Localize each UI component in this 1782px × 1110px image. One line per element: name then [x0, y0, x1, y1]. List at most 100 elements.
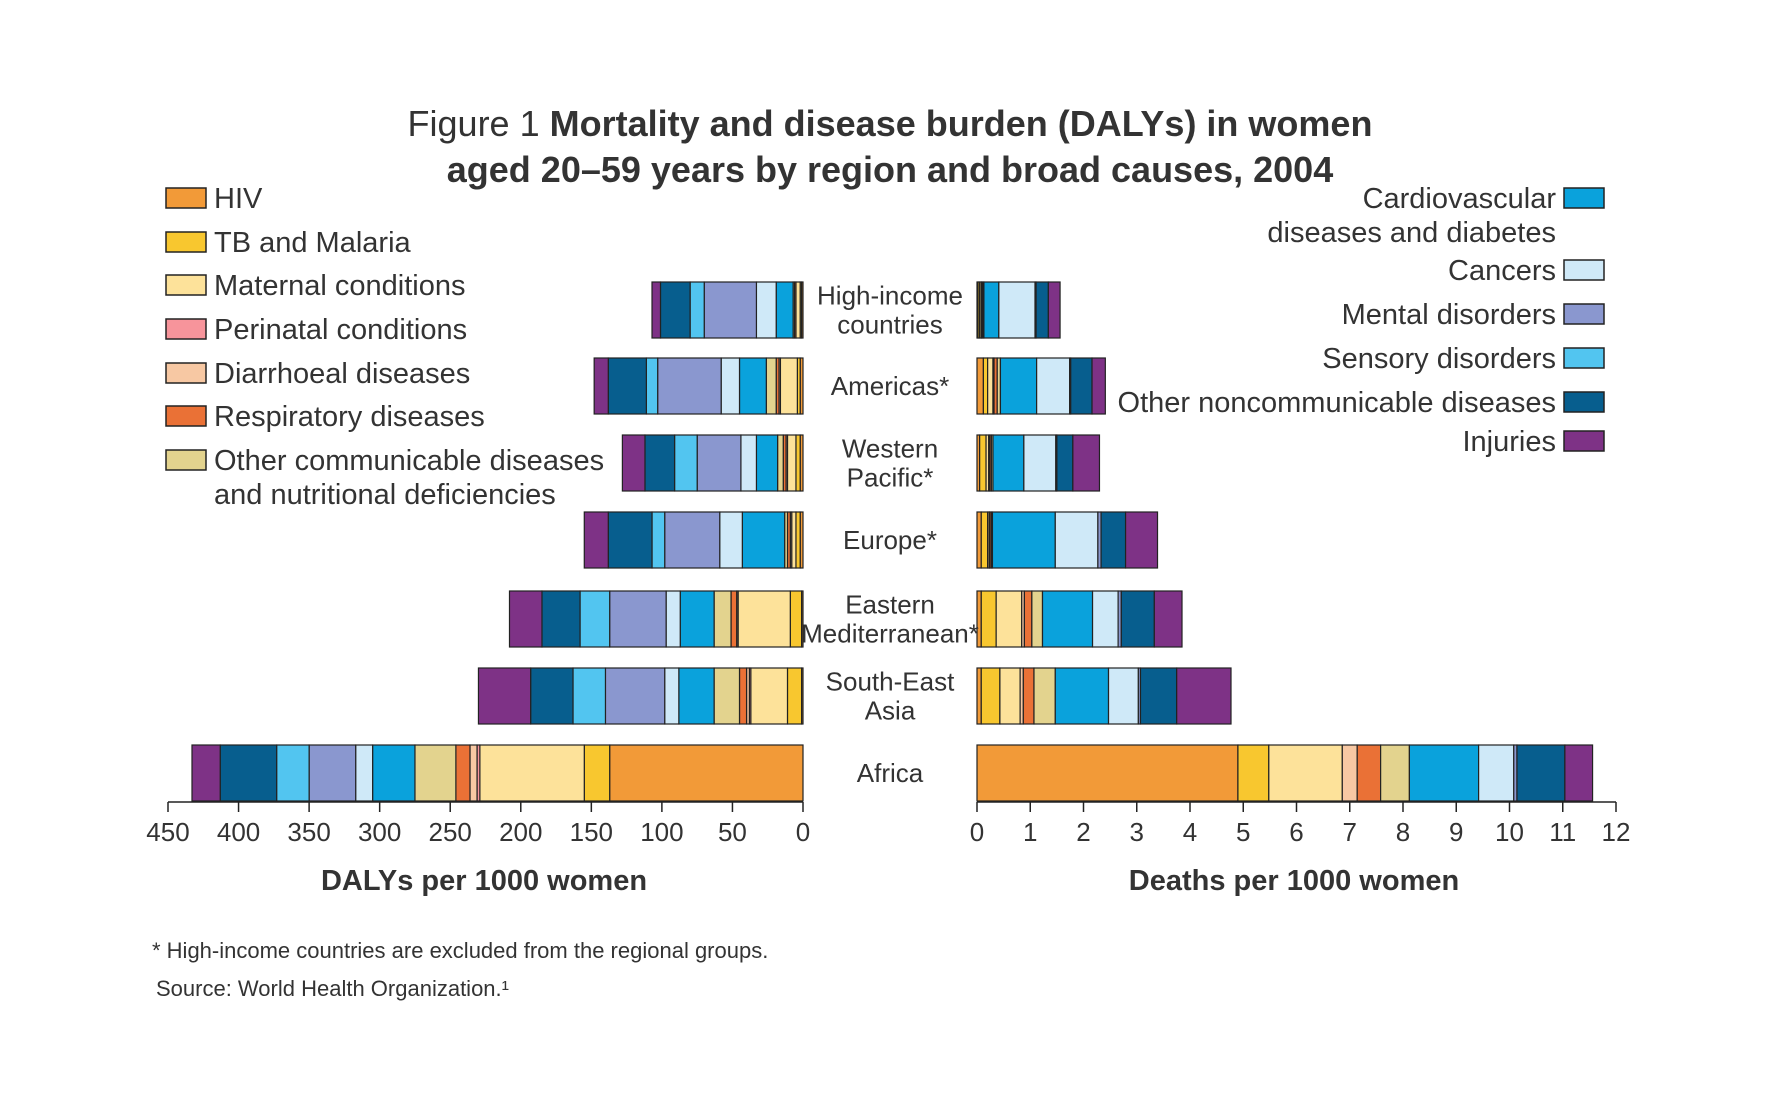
deaths-bar-europe-cardiovascular-diseases-and-diabetes: [991, 511, 1056, 569]
region-label-eastern-mediterranean: Eastern Mediterranean*: [801, 590, 979, 649]
dalys-bar-south-east-asia-sensory-disorders: [572, 667, 607, 725]
deaths-bar-americas-cardiovascular-diseases-and-diabetes: [999, 357, 1038, 415]
dalys-bar-eastern-mediterranean-respiratory-diseases: [730, 590, 738, 648]
deaths-bar-western-pacific-cancers: [1023, 434, 1057, 492]
tick-label: 11: [1549, 817, 1576, 847]
dalys-bar-south-east-asia-injuries: [477, 667, 532, 725]
tick-label: 250: [429, 817, 472, 847]
dalys-bar-high-income-countries-cancers: [755, 281, 777, 339]
tick-label: 8: [1396, 817, 1410, 847]
legend-item-other-noncommunicable-diseases: Other noncommunicable diseases: [1118, 387, 1605, 419]
region-label-south-east-asia: South-East Asia: [826, 667, 955, 726]
deaths-bar-south-east-asia-respiratory-diseases: [1022, 667, 1035, 725]
dalys-bar-africa-other-communicable-diseases-and-nutritional-deficiencies: [414, 744, 457, 802]
dalys-bar-western-pacific-cardiovascular-diseases-and-diabetes: [755, 434, 779, 492]
legend-label: Sensory disorders: [1322, 343, 1556, 375]
legend-item-cancers: Cancers: [1448, 255, 1605, 287]
dalys-bar-eastern-mediterranean-other-noncommunicable-diseases: [541, 590, 581, 648]
legend-swatch: [165, 187, 207, 209]
legend-item-respiratory-diseases: Respiratory diseases: [165, 401, 485, 433]
deaths-bar-high-income-countries-injuries: [1047, 281, 1061, 339]
dalys-bar-americas-other-noncommunicable-diseases: [607, 357, 647, 415]
dalys-bar-high-income-countries-maternal-conditions: [795, 281, 801, 339]
legend-label: Injuries: [1463, 426, 1557, 458]
deaths-bar-eastern-mediterranean-injuries: [1153, 590, 1183, 648]
deaths-bar-eastern-mediterranean-cancers: [1091, 590, 1119, 648]
dalys-bar-europe-cardiovascular-diseases-and-diabetes: [741, 511, 786, 569]
legend-swatch: [165, 405, 207, 427]
dalys-bar-europe-injuries: [583, 511, 609, 569]
deaths-bar-europe-hiv: [976, 511, 982, 569]
deaths-bar-europe-injuries: [1124, 511, 1159, 569]
dalys-bar-africa-respiratory-diseases: [455, 744, 471, 802]
dalys-bar-americas-injuries: [593, 357, 609, 415]
title-line2: aged 20–59 years by region and broad cau…: [447, 149, 1333, 190]
deaths-bar-eastern-mediterranean-cardiovascular-diseases-and-diabetes: [1041, 590, 1094, 648]
dalys-bar-eastern-mediterranean-sensory-disorders: [579, 590, 611, 648]
legend-swatch: [165, 318, 207, 340]
deaths-bar-americas-cancers: [1036, 357, 1071, 415]
dalys-bar-europe-maternal-conditions: [791, 511, 797, 569]
legend-label: Cardiovascular diseases and diabetes: [1267, 183, 1556, 249]
legend-label: Diarrhoeal diseases: [214, 358, 470, 390]
dalys-bar-high-income-countries-cardiovascular-diseases-and-diabetes: [775, 281, 794, 339]
dalys-bar-americas-cancers: [720, 357, 741, 415]
region-labels: High-income countries Americas* Western Paci…: [801, 281, 979, 789]
chart-title: Figure 1 Mortality and disease burden (D…: [408, 103, 1373, 144]
dalys-bar-south-east-asia-mental-disorders: [604, 667, 666, 725]
legend-label: Perinatal conditions: [214, 314, 467, 346]
dalys-bar-south-east-asia-cardiovascular-diseases-and-diabetes: [678, 667, 715, 725]
dalys-bar-high-income-countries-sensory-disorders: [689, 281, 705, 339]
deaths-axis-title: Deaths per 1000 women: [1129, 865, 1459, 897]
dalys-axis: 450 400 350 300 250 200 150 100 50 0: [146, 801, 810, 847]
deaths-bar-south-east-asia-injuries: [1176, 667, 1232, 725]
dalys-bars: [191, 281, 804, 802]
deaths-bar-africa-maternal-conditions: [1268, 744, 1343, 802]
deaths-bar-americas-injuries: [1091, 357, 1106, 415]
legend-item-tb-and-malaria: TB and Malaria: [165, 227, 412, 259]
dalys-bar-high-income-countries-injuries: [651, 281, 662, 339]
dalys-bar-americas-mental-disorders: [657, 357, 722, 415]
tick-label: 300: [358, 817, 401, 847]
dalys-bar-europe-sensory-disorders: [651, 511, 666, 569]
tick-label: 2: [1076, 817, 1090, 847]
dalys-bar-south-east-asia-tb-and-malaria: [786, 667, 803, 725]
legend-label: Maternal conditions: [214, 270, 465, 302]
deaths-bar-south-east-asia-other-communicable-diseases-and-nutritional-deficiencies: [1033, 667, 1056, 725]
legend-swatch: [1563, 347, 1605, 369]
deaths-bar-south-east-asia-tb-and-malaria: [980, 667, 1001, 725]
tick-label: 3: [1130, 817, 1144, 847]
dalys-bar-south-east-asia-other-communicable-diseases-and-nutritional-deficiencies: [713, 667, 741, 725]
dalys-bar-africa-tb-and-malaria: [583, 744, 611, 802]
footnote: * High-income countries are excluded fro…: [152, 938, 768, 963]
deaths-bar-high-income-countries-cardiovascular-diseases-and-diabetes: [983, 281, 1000, 339]
deaths-bar-africa-cardiovascular-diseases-and-diabetes: [1408, 744, 1480, 802]
deaths-bar-eastern-mediterranean-maternal-conditions: [995, 590, 1023, 648]
dalys-bar-western-pacific-tb-and-malaria: [795, 434, 801, 492]
tick-label: 5: [1236, 817, 1250, 847]
legend-label: Other communicable diseases and nutrition…: [214, 445, 604, 511]
deaths-bar-south-east-asia-maternal-conditions: [999, 667, 1021, 725]
deaths-bar-western-pacific-cardiovascular-diseases-and-diabetes: [992, 434, 1025, 492]
dalys-bar-western-pacific-other-communicable-diseases-and-nutritional-deficiencies: [776, 434, 784, 492]
dalys-bar-south-east-asia-respiratory-diseases: [738, 667, 748, 725]
deaths-bar-eastern-mediterranean-other-communicable-diseases-and-nutritional-deficiencies: [1031, 590, 1044, 648]
deaths-bar-high-income-countries-other-noncommunicable-diseases: [1035, 281, 1049, 339]
deaths-bar-south-east-asia-cardiovascular-diseases-and-diabetes: [1054, 667, 1110, 725]
legend-swatch: [165, 231, 207, 253]
dalys-bar-high-income-countries-mental-disorders: [703, 281, 758, 339]
dalys-bar-eastern-mediterranean-maternal-conditions: [737, 590, 791, 648]
legend-swatch: [165, 362, 207, 384]
tick-label: 400: [217, 817, 260, 847]
dalys-bar-africa-cardiovascular-diseases-and-diabetes: [372, 744, 416, 802]
deaths-bar-americas-maternal-conditions: [987, 357, 994, 415]
deaths-bar-eastern-mediterranean-respiratory-diseases: [1023, 590, 1033, 648]
legend-swatch: [1563, 430, 1605, 452]
dalys-bar-americas-other-communicable-diseases-and-nutritional-deficiencies: [765, 357, 777, 415]
dalys-bar-africa-diarrhoeal-diseases: [469, 744, 478, 802]
deaths-bar-americas-other-noncommunicable-diseases: [1070, 357, 1093, 415]
dalys-bar-africa-maternal-conditions: [479, 744, 585, 802]
region-label-americas: Americas*: [831, 371, 949, 401]
tick-label: 7: [1343, 817, 1357, 847]
